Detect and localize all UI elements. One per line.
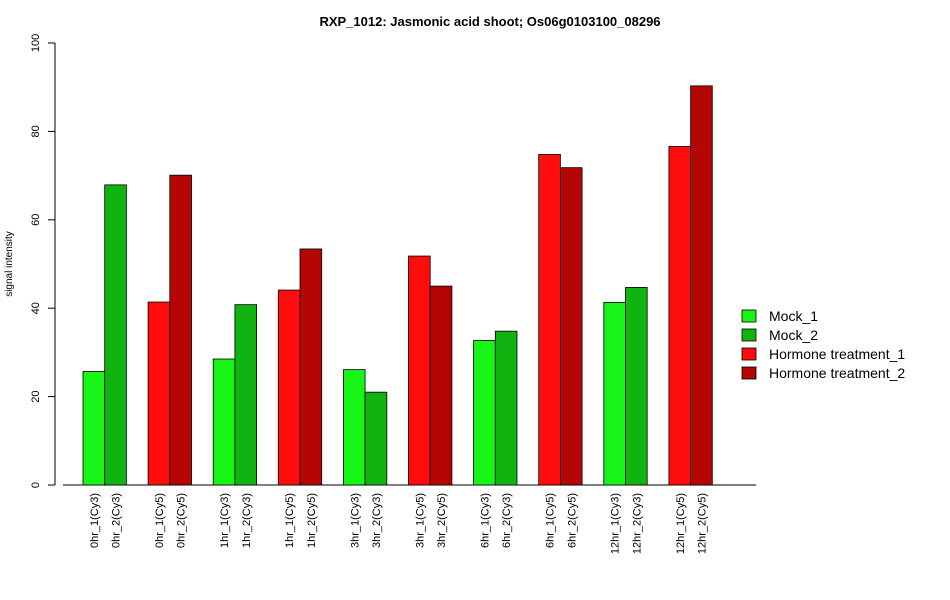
y-tick-label: 40 (30, 302, 42, 314)
legend-swatch (741, 309, 757, 323)
x-tick-label: 12hr_1(Cy3) (610, 493, 622, 554)
x-tick-label: 12hr_1(Cy5) (675, 493, 687, 554)
x-tick-label: 1hr_1(Cy3) (219, 493, 231, 548)
bar (473, 340, 496, 486)
bar (212, 358, 236, 486)
legend-label: Mock_1 (769, 308, 818, 324)
bar (364, 391, 388, 486)
x-tick-label: 3hr_2(Cy5) (436, 493, 448, 548)
bar (234, 304, 257, 486)
x-tick-label: 3hr_2(Cy3) (371, 493, 383, 548)
x-tick-label: 1hr_2(Cy3) (241, 493, 253, 548)
bar (342, 369, 366, 486)
y-tick-label: 60 (30, 214, 42, 226)
x-tick-label: 1hr_1(Cy5) (284, 493, 296, 548)
x-tick-label: 12hr_2(Cy5) (696, 493, 708, 554)
bar (169, 174, 192, 486)
legend-label: Hormone treatment_1 (769, 346, 905, 362)
x-tick-label: 12hr_2(Cy3) (631, 493, 643, 554)
bar (82, 371, 106, 486)
y-axis: 0 20 40 60 80 100 (30, 34, 56, 488)
bar (603, 302, 626, 486)
bar (690, 85, 713, 486)
bar (494, 330, 518, 486)
bar (147, 301, 171, 486)
x-tick-label: 0hr_1(Cy3) (89, 493, 101, 548)
bar (668, 146, 692, 486)
x-tick-label: 0hr_1(Cy5) (154, 493, 166, 548)
y-tick-label: 20 (30, 390, 42, 402)
x-tick-label: 6hr_2(Cy3) (501, 493, 513, 548)
x-tick-label: 0hr_2(Cy5) (176, 493, 188, 548)
legend-label: Hormone treatment_2 (769, 365, 905, 381)
legend-swatch (741, 328, 757, 342)
bar (538, 153, 561, 486)
x-tick-label: 6hr_2(Cy5) (566, 493, 578, 548)
legend-label: Mock_2 (769, 327, 818, 343)
chart-title: RXP_1012: Jasmonic acid shoot; Os06g0103… (319, 14, 660, 29)
bar (625, 287, 648, 486)
bar (104, 184, 127, 486)
y-tick-label: 0 (30, 482, 42, 488)
y-tick-label: 80 (30, 125, 42, 137)
bar (299, 248, 323, 486)
x-tick-label: 6hr_1(Cy3) (479, 493, 491, 548)
bars (82, 85, 713, 486)
y-tick-label: 100 (30, 34, 42, 52)
x-tick-label: 6hr_1(Cy5) (545, 493, 557, 548)
bar (277, 289, 301, 486)
x-tick-label: 3hr_1(Cy5) (414, 493, 426, 548)
legend-swatch (741, 347, 757, 361)
bar (429, 285, 453, 486)
x-axis: 0hr_1(Cy3) 0hr_2(Cy3) 0hr_1(Cy5) 0hr_2(Cy5)… (63, 484, 757, 554)
x-tick-label: 1hr_2(Cy5) (306, 493, 318, 548)
x-tick-label: 0hr_2(Cy3) (111, 493, 123, 548)
legend-swatch (741, 366, 757, 380)
bar (560, 167, 583, 486)
y-axis-label: signal intensity (4, 231, 15, 297)
legend: Mock_1 Mock_2 Hormone treatment_1 Hormone t… (741, 308, 905, 381)
x-tick-label: 3hr_1(Cy3) (349, 493, 361, 548)
bar (408, 255, 431, 486)
